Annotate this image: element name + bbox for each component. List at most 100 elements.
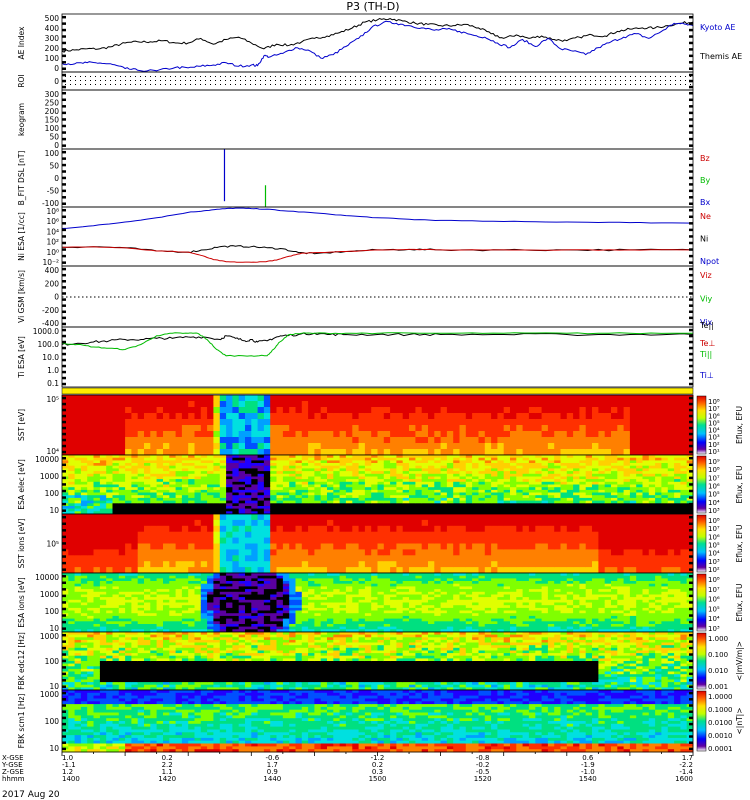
esa_e-cell [421,511,429,515]
esa_e-cell [333,479,340,483]
velocity-zero-dot [622,296,624,298]
sst_e-cell [125,443,132,450]
roi-dot [235,80,236,81]
esa_e-cell [503,476,511,480]
esa_e-cell [667,473,675,477]
sst_i-cell [661,549,669,556]
sst_i-cell [636,514,643,521]
temp-tick-right [689,334,693,338]
esa_e-cell [604,463,612,467]
esa_e-cell [68,503,75,507]
sst_i-cell [295,543,303,550]
sst_i-cell [617,514,624,521]
esa_e-cell [604,489,612,493]
sst_e-cell [528,419,536,426]
temp-tick-right [689,376,693,380]
esa_e-cell [251,479,258,483]
esa_e-cell [604,460,612,464]
esa_e-cell [446,503,454,507]
sst_i-cell [106,519,113,527]
esa_e-cell [510,506,517,510]
sst_i-cell [238,525,246,533]
sst_i-cell [213,543,221,550]
sst_e-cell [478,395,486,402]
sst_e-cell [415,413,423,420]
esa_e-cell [383,487,391,491]
esa_e-cell [87,492,94,496]
sst_e-cell [314,437,322,444]
esa_e-cell [301,487,309,491]
roi-dot [240,76,241,77]
esa_e-cell [434,508,441,512]
esa_e-cell [320,500,328,504]
sst_e-cell [497,431,505,438]
sst_i-cell [251,531,258,538]
esa_e-cell [301,457,309,461]
sst_i-cell [156,519,164,527]
sst_e-cell [301,407,309,414]
esa_e-cell [642,473,650,477]
sst_i-cell [131,549,139,556]
esa_e-cell [327,495,334,499]
sst_i-cell [245,519,252,527]
sst_e-cell [99,407,107,414]
sst_i-cell [472,549,479,556]
esa_e-cell [623,484,631,488]
esa_e-cell [579,479,587,483]
sst_e-cell [245,413,252,420]
esa_e-cell [181,468,189,472]
sst_i-cell [232,519,240,527]
esa_e-cell [68,455,75,459]
roi-dot [670,80,671,81]
esa_e-cell [642,471,650,475]
esa_e-cell [629,511,637,515]
sst_e-cell [472,401,479,408]
sst_e-cell [573,401,580,408]
esa_e-cell [661,508,669,512]
sst_e-cell [560,437,568,444]
esa_e-cell [686,468,694,472]
esa_e-cell [188,457,195,461]
sst_i-cell [238,519,246,527]
sst_i-cell [301,519,309,527]
esa_e-cell [251,455,258,459]
esa_e-cell [428,460,435,464]
sst_i-cell [667,561,675,568]
esa_e-cell [680,506,688,510]
sst_i-cell [497,519,505,527]
sst_i-cell [680,555,688,562]
esa_e-cell [251,471,258,475]
sst_i-cell [503,549,511,556]
sst_e-cell [510,425,517,432]
sst_e-cell [364,413,372,420]
sst_i-cell [219,555,227,562]
sst_i-cell [661,561,669,568]
esa_e-cell [535,471,542,475]
esa_e-cell [579,481,587,485]
sst_i-cell [68,514,75,521]
sst_e-cell [207,407,214,414]
esa_e-cell [295,500,303,504]
sst_i-cell [345,543,353,550]
roi-dot [275,76,276,77]
esa_e-cell [181,473,189,477]
sst_e-cell [213,449,221,456]
esa_e-cell [674,487,681,491]
esa_e-cell [636,471,643,475]
sst_e-cell [118,395,126,402]
sst_i-cell [491,561,498,568]
esa_e-cell [541,503,549,507]
sst_e-cell [472,443,479,450]
sst_i-cell [169,519,176,527]
bfit-tick-right [689,150,693,154]
esa_e-cell [144,473,151,477]
sst_e-cell [270,407,277,414]
esa_e-cell [510,489,517,493]
esa_e-cell [642,489,650,493]
esa_e-cell [188,473,195,477]
sst_i-cell [295,567,303,574]
sst_i-cell [629,537,637,544]
roi-dot [455,80,456,81]
esa_e-cell [289,479,296,483]
sst_i-cell [560,537,568,544]
